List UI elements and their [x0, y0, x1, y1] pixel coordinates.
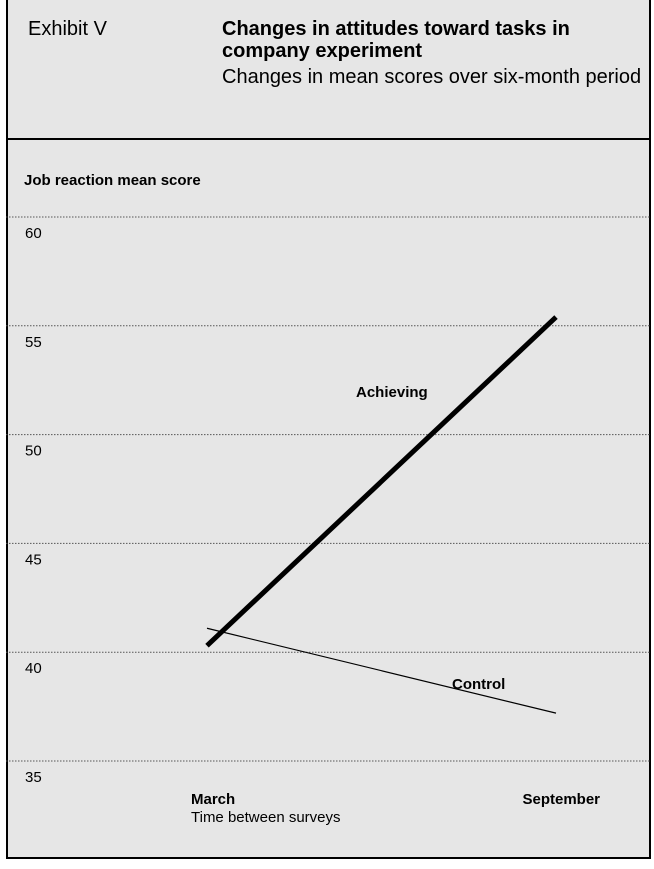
y-tick-labels: 60 55 50 45 40 35	[25, 225, 42, 786]
chart-frame: Exhibit V Changes in attitudes toward ta…	[6, 0, 651, 859]
x-axis-label: Time between surveys	[191, 809, 341, 826]
x-category-march: March	[191, 791, 235, 808]
x-category-september: September	[522, 791, 600, 808]
x-category-labels: March September	[191, 791, 600, 808]
y-tick-label: 55	[25, 334, 42, 351]
exhibit-label: Exhibit V	[28, 18, 107, 40]
y-tick-label: 50	[25, 443, 42, 460]
chart-subtitle: Changes in mean scores over six-month pe…	[222, 66, 642, 88]
series-line-control	[206, 627, 557, 714]
y-tick-label: 40	[25, 660, 42, 677]
series-label-control: Control	[452, 676, 505, 693]
gridlines	[6, 216, 650, 762]
y-axis-label: Job reaction mean score	[24, 172, 201, 189]
y-tick-label: 35	[25, 769, 42, 786]
series-labels: Achieving Control	[356, 384, 505, 693]
chart-header: Exhibit V Changes in attitudes toward ta…	[8, 0, 649, 140]
y-tick-label: 60	[25, 225, 42, 242]
series-line-achieving	[205, 315, 558, 648]
y-tick-label: 45	[25, 551, 42, 568]
series-label-achieving: Achieving	[356, 384, 428, 401]
chart-title: Changes in attitudes toward tasks in com…	[222, 18, 570, 62]
series-lines	[205, 315, 558, 714]
